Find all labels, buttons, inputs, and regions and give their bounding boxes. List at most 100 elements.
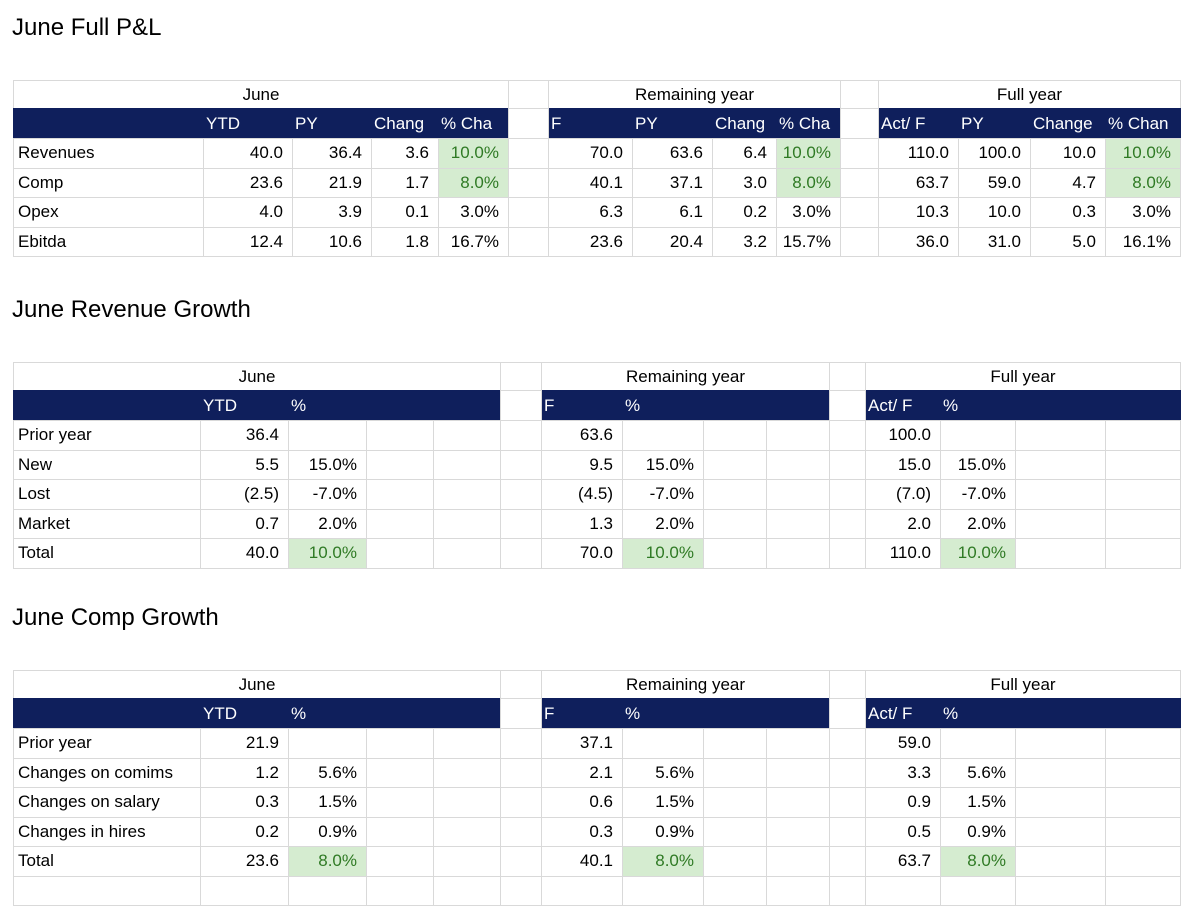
value-cell: 16.7% xyxy=(438,226,509,257)
value-cell: 2.0 xyxy=(865,508,941,539)
cell xyxy=(766,875,830,906)
column-header: Act/ F xyxy=(868,703,913,723)
group-header: Remaining year xyxy=(548,80,841,109)
value-cell: 110.0 xyxy=(865,538,941,569)
cell xyxy=(500,449,542,480)
cell xyxy=(1105,508,1181,539)
cell xyxy=(766,846,830,877)
gap-cell xyxy=(508,80,549,109)
value-cell: 63.7 xyxy=(878,167,959,198)
value-cell: 59.0 xyxy=(958,167,1031,198)
group-header: Full year xyxy=(878,80,1181,109)
cell xyxy=(366,479,434,510)
group-header: June xyxy=(13,362,501,391)
row-label: Total xyxy=(13,846,201,877)
header-bar xyxy=(548,108,841,139)
cell xyxy=(541,875,623,906)
cell xyxy=(508,226,549,257)
value-cell: 70.0 xyxy=(541,538,623,569)
cell xyxy=(829,816,866,847)
cell xyxy=(622,728,704,759)
cell xyxy=(622,875,704,906)
cell xyxy=(829,538,866,569)
value-cell: 3.0% xyxy=(1105,197,1181,228)
row-label: Revenues xyxy=(13,138,204,169)
cell xyxy=(703,728,767,759)
cell xyxy=(766,449,830,480)
value-cell: 21.9 xyxy=(200,728,289,759)
row-label: Ebitda xyxy=(13,226,204,257)
value-cell: 15.7% xyxy=(776,226,841,257)
value-cell: 10.0 xyxy=(1030,138,1106,169)
column-header: YTD xyxy=(206,113,240,133)
value-cell: 3.0 xyxy=(712,167,777,198)
cell xyxy=(829,757,866,788)
header-bar xyxy=(13,698,501,729)
row-label: New xyxy=(13,449,201,480)
value-cell: 40.1 xyxy=(541,846,623,877)
cell xyxy=(500,875,542,906)
value-cell: 6.1 xyxy=(632,197,713,228)
value-cell: 0.9% xyxy=(288,816,367,847)
section-title: June Revenue Growth xyxy=(12,296,251,323)
column-header: F xyxy=(551,113,562,133)
gap-cell xyxy=(508,108,549,139)
value-cell: 3.0% xyxy=(438,197,509,228)
group-header: June xyxy=(13,670,501,699)
column-header: PY xyxy=(635,113,658,133)
value-cell: 100.0 xyxy=(865,420,941,451)
value-cell: 15.0% xyxy=(940,449,1016,480)
value-cell: 10.0% xyxy=(288,538,367,569)
column-header: Act/ F xyxy=(881,113,926,133)
cell xyxy=(1105,538,1181,569)
cell xyxy=(766,787,830,818)
cell xyxy=(703,449,767,480)
row-label: Changes on salary xyxy=(13,787,201,818)
value-cell: 10.0 xyxy=(958,197,1031,228)
cell xyxy=(500,816,542,847)
cell xyxy=(366,846,434,877)
column-header: % Chan xyxy=(1108,113,1169,133)
value-cell: 0.7 xyxy=(200,508,289,539)
cell xyxy=(840,226,879,257)
cell xyxy=(1015,508,1106,539)
value-cell: 8.0% xyxy=(438,167,509,198)
cell xyxy=(433,420,501,451)
value-cell: 0.9% xyxy=(940,816,1016,847)
column-header: % xyxy=(943,703,959,723)
gap-cell xyxy=(829,362,866,391)
cell xyxy=(840,167,879,198)
value-cell: 8.0% xyxy=(776,167,841,198)
group-header: Full year xyxy=(865,670,1181,699)
header-bar xyxy=(541,698,830,729)
value-cell: (4.5) xyxy=(541,479,623,510)
cell xyxy=(508,197,549,228)
cell xyxy=(766,757,830,788)
cell xyxy=(829,846,866,877)
value-cell: 8.0% xyxy=(940,846,1016,877)
value-cell: 37.1 xyxy=(541,728,623,759)
cell xyxy=(288,420,367,451)
cell xyxy=(1105,479,1181,510)
column-header: Change xyxy=(1033,113,1093,133)
column-header: % xyxy=(625,703,641,723)
cell xyxy=(703,508,767,539)
cell xyxy=(500,479,542,510)
column-header: Chang xyxy=(374,113,425,133)
value-cell: 0.1 xyxy=(371,197,439,228)
cell xyxy=(500,846,542,877)
cell xyxy=(1015,846,1106,877)
cell xyxy=(1015,538,1106,569)
value-cell: 0.3 xyxy=(200,787,289,818)
cell xyxy=(500,538,542,569)
gap-cell xyxy=(500,362,542,391)
cell xyxy=(366,787,434,818)
value-cell: 63.6 xyxy=(541,420,623,451)
cell xyxy=(1105,449,1181,480)
cell xyxy=(703,787,767,818)
cell xyxy=(940,420,1016,451)
value-cell: 36.4 xyxy=(292,138,372,169)
value-cell: 31.0 xyxy=(958,226,1031,257)
cell xyxy=(1015,420,1106,451)
gap-cell xyxy=(829,670,866,699)
